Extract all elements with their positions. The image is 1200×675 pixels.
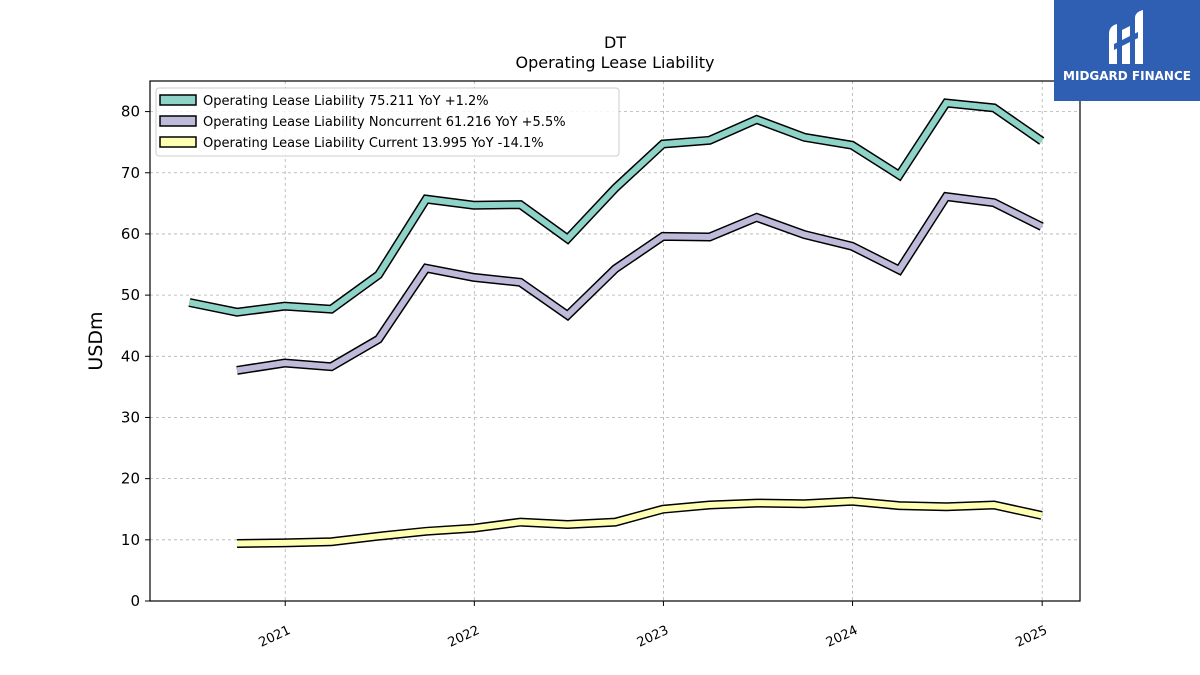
y-tick-label: 60 — [121, 225, 140, 243]
chart-title: DT — [604, 33, 626, 52]
y-tick-label: 10 — [121, 531, 140, 549]
legend-swatch — [159, 94, 197, 106]
x-tick-label: 2021 — [257, 623, 293, 651]
y-axis-label: USDm — [85, 311, 107, 370]
y-tick-label: 50 — [121, 286, 140, 304]
logo: MIDGARD FINANCE — [1054, 0, 1200, 101]
legend-swatch — [159, 136, 197, 148]
y-tick-label: 0 — [130, 592, 140, 610]
series-line — [188, 99, 1044, 316]
series-line — [236, 498, 1043, 547]
x-axis: 2021 2022 2023 2024 2025 — [257, 601, 1050, 651]
legend-swatch — [159, 115, 197, 127]
legend: Operating Lease Liability 75.211 YoY +1.… — [155, 87, 620, 157]
legend-entry: Operating Lease Liability 75.211 YoY +1.… — [203, 94, 489, 109]
logo-mark-icon — [1109, 10, 1143, 64]
x-tick-label: 2024 — [824, 623, 860, 651]
legend-box — [155, 87, 620, 157]
x-tick-label: 2022 — [446, 623, 482, 651]
y-tick-label: 70 — [121, 164, 140, 182]
y-tick-label: 40 — [121, 347, 140, 365]
legend-entry: Operating Lease Liability Current 13.995… — [203, 136, 544, 151]
series-lines — [188, 98, 1045, 548]
y-tick-label: 80 — [121, 103, 140, 121]
logo-text: MIDGARD FINANCE — [1063, 69, 1191, 83]
legend-entry: Operating Lease Liability Noncurrent 61.… — [203, 115, 566, 130]
x-tick-label: 2025 — [1014, 623, 1050, 651]
chart-subtitle: Operating Lease Liability — [515, 53, 714, 72]
plot-frame — [149, 80, 1081, 602]
y-axis: 0 10 20 30 40 50 60 70 80 — [121, 103, 150, 610]
series-line-outline — [236, 191, 1044, 375]
y-tick-label: 30 — [121, 408, 140, 426]
series-line — [236, 193, 1044, 374]
y-tick-label: 20 — [121, 470, 140, 488]
x-tick-label: 2023 — [635, 623, 671, 651]
